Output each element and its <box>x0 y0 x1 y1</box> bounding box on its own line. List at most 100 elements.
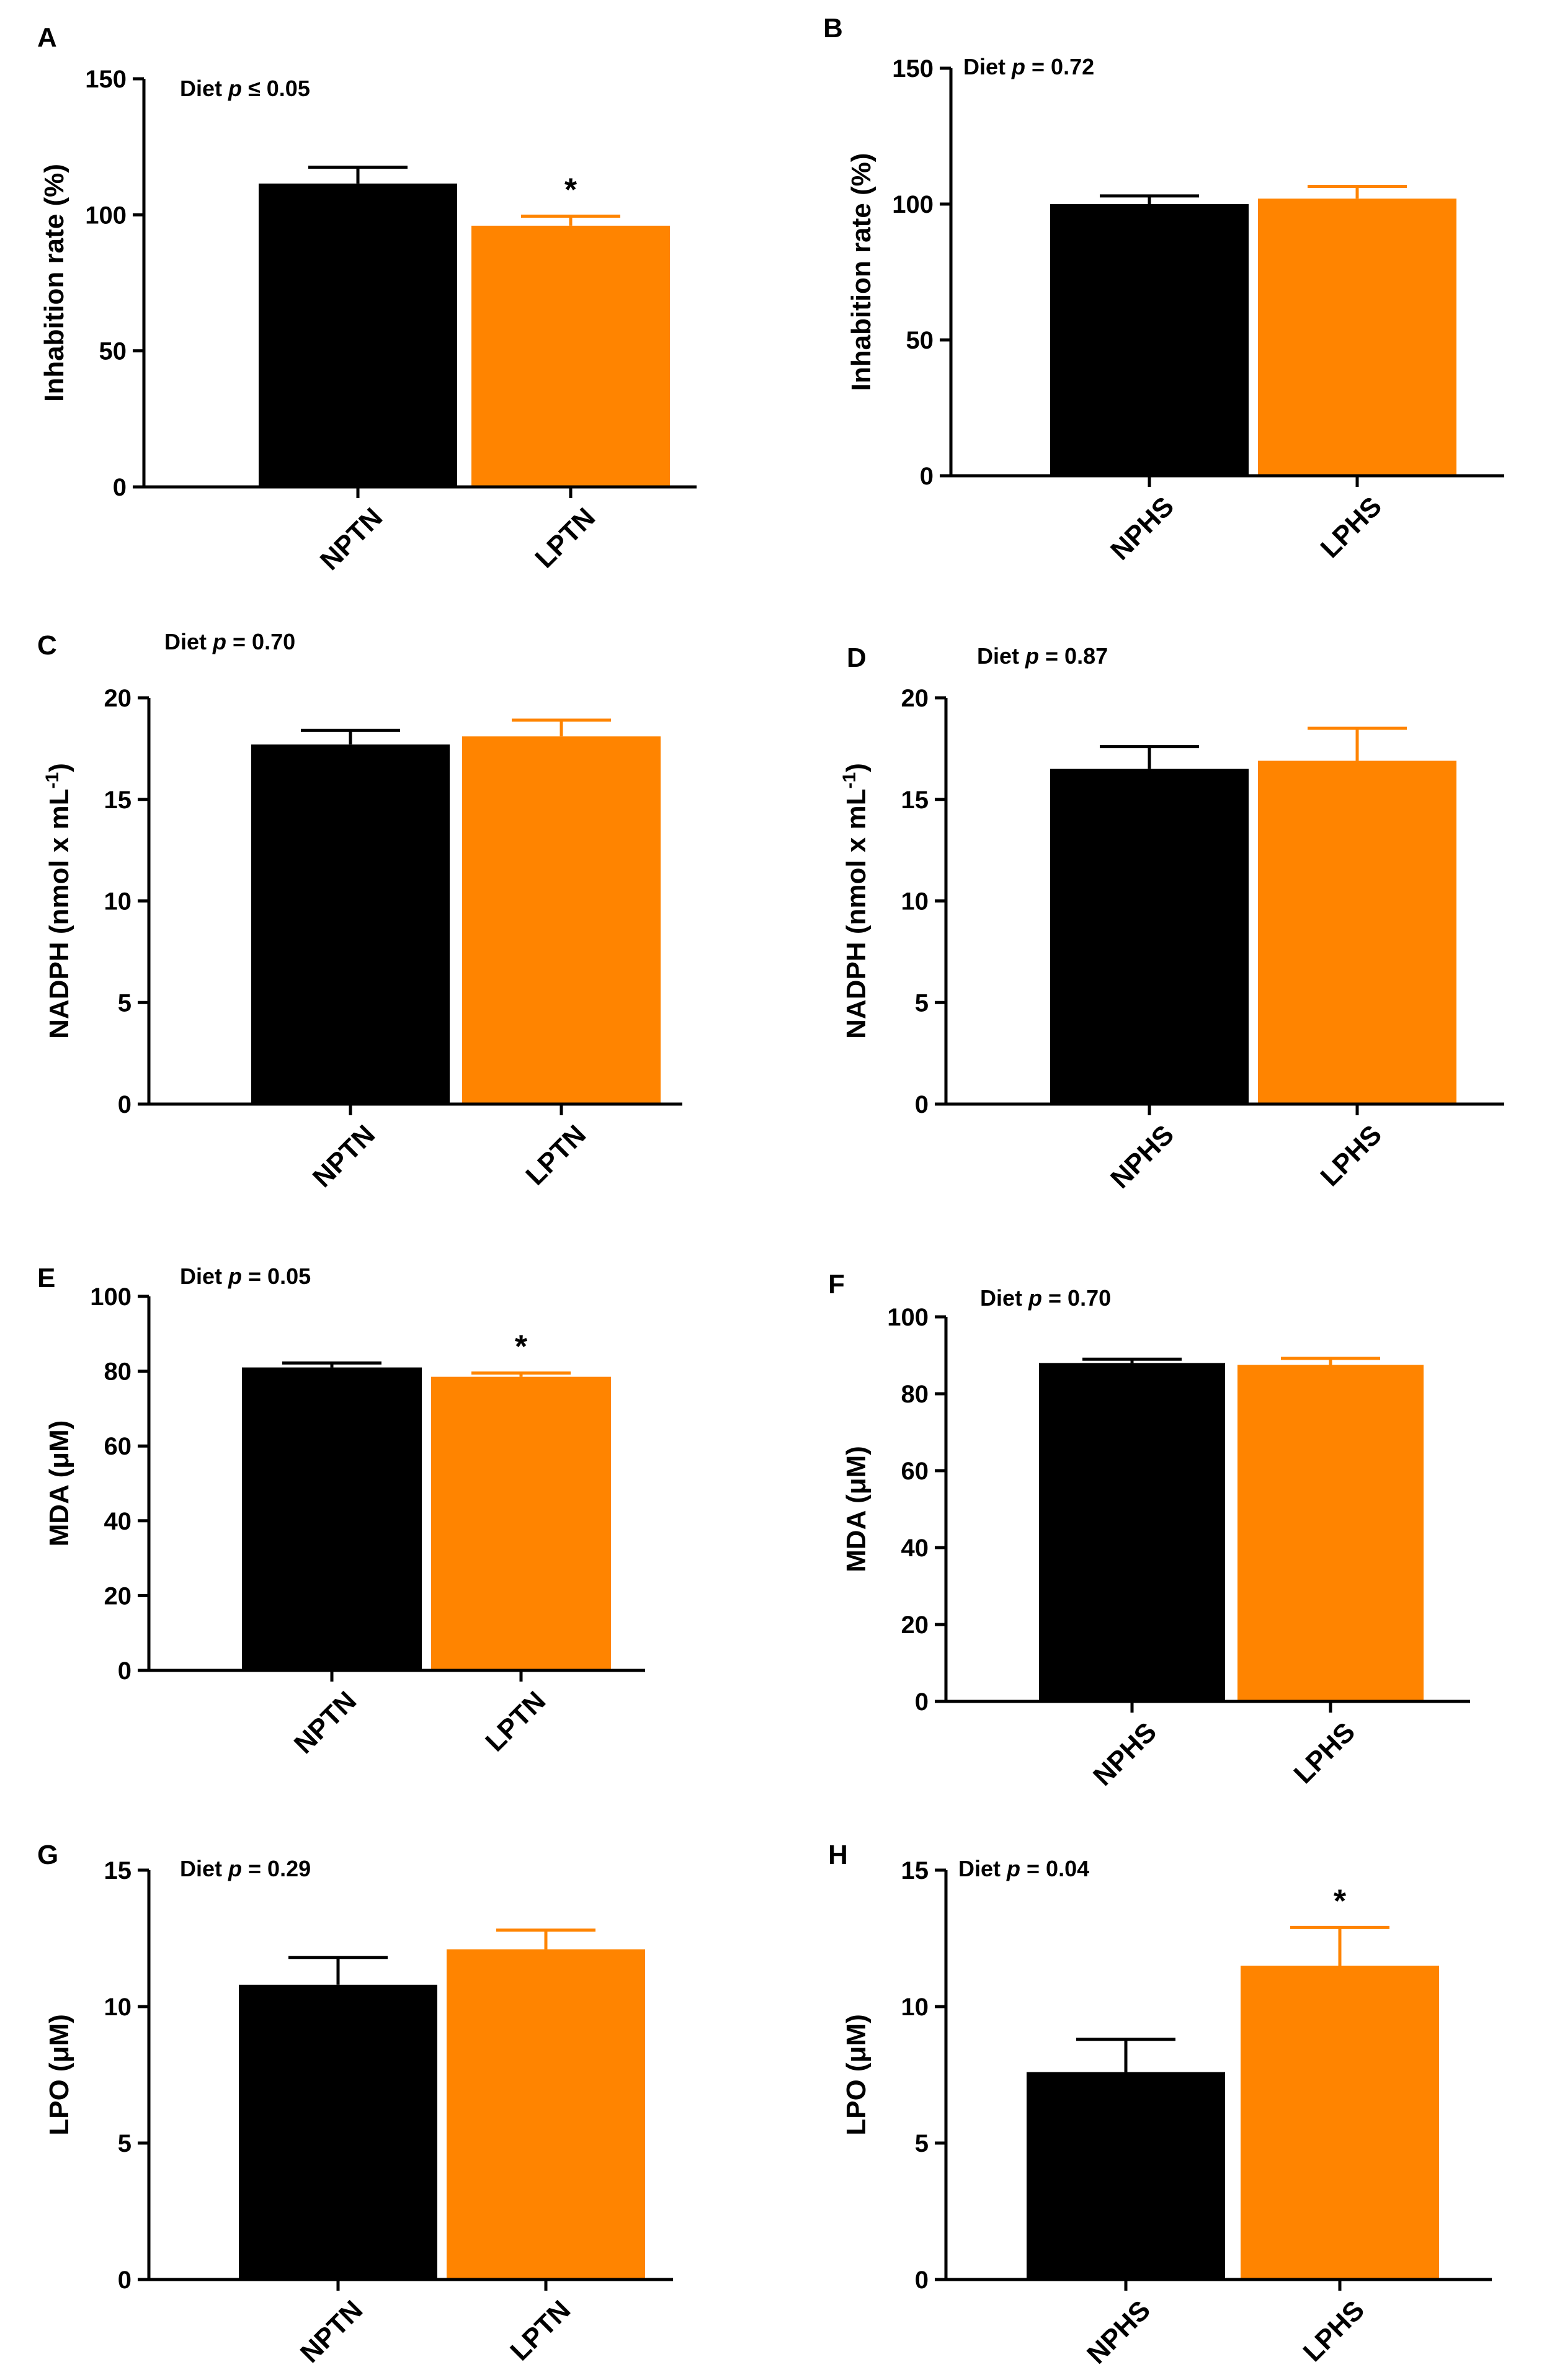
y-tick-label: 100 <box>887 1304 929 1331</box>
bar-nphs <box>1027 2072 1225 2280</box>
y-tick-label: 10 <box>104 1994 132 2021</box>
diet-p-symbol: p <box>228 76 242 101</box>
category-label: NPTN <box>288 1685 362 1759</box>
panel-letter: G <box>37 1840 58 1870</box>
y-tick-label: 0 <box>915 1091 929 1118</box>
y-axis-label-main: LPO (μM) <box>841 2014 872 2136</box>
category-label: LPHS <box>1298 2294 1371 2368</box>
y-tick-label: 150 <box>85 66 127 93</box>
y-tick-label: 10 <box>901 1994 929 2021</box>
y-axis-label: LPO (μM) <box>841 2014 872 2136</box>
category-label: LPHS <box>1288 1716 1362 1789</box>
category-label: NPHS <box>1105 491 1180 566</box>
diet-p-value: = 0.29 <box>242 1856 311 1881</box>
y-axis-label-main: MDA (μM) <box>44 1420 74 1547</box>
y-tick-label: 0 <box>915 2266 929 2294</box>
diet-p-annotation: Diet p = 0.72 <box>963 54 1094 79</box>
y-axis-label: MDA (μM) <box>841 1446 872 1572</box>
diet-p-symbol: p <box>1028 1285 1042 1311</box>
chart-panel-a: A Diet p ≤ 0.05 NPTN * LPTN 0 50 100 150 Inhabiti… <box>37 22 697 576</box>
category-label: LPTN <box>504 2294 576 2366</box>
y-tick-label: 20 <box>901 1611 929 1639</box>
category-label: LPTN <box>529 502 601 574</box>
diet-p-symbol: p <box>1011 54 1025 79</box>
y-tick-label: 20 <box>901 685 929 712</box>
chart-panel-e: E Diet p = 0.05 NPTN * LPTN 0 20 40 60 80 100 MDA (… <box>37 1263 645 1760</box>
chart-panel-g: G Diet p = 0.29 NPTN LPTN 0 5 10 15 LPO (μM) <box>37 1840 673 2369</box>
bar-nphs <box>1039 1363 1225 1701</box>
y-tick-label: 15 <box>104 1857 132 1884</box>
diet-p-prefix: Diet <box>980 1285 1028 1311</box>
y-tick-label: 5 <box>118 989 132 1017</box>
bar-nphs <box>1050 204 1249 476</box>
y-axis-label-close: ) <box>44 763 74 772</box>
diet-p-annotation: Diet p = 0.29 <box>180 1856 311 1881</box>
diet-p-value: = 0.70 <box>1042 1285 1111 1311</box>
chart-panel-d: D Diet p = 0.87 NPHS LPHS 0 5 10 15 20 NADPH (nmo… <box>839 643 1504 1195</box>
category-label: NPHS <box>1081 2294 1156 2369</box>
y-axis-label-close: ) <box>841 763 872 772</box>
panel-letter: B <box>823 13 843 43</box>
chart-panel-b: B Diet p = 0.72 NPHS LPHS 0 50 100 150 Inhabitio… <box>823 13 1504 566</box>
diet-p-annotation: Diet p = 0.04 <box>958 1856 1089 1881</box>
category-label: LPTN <box>479 1685 551 1757</box>
category-label: NPTN <box>307 1119 381 1193</box>
panel-letter: D <box>847 643 867 673</box>
bar-nptn <box>251 744 450 1104</box>
bar-lphs <box>1258 760 1456 1104</box>
y-tick-label: 0 <box>118 2266 132 2294</box>
bar-lptn <box>447 1949 645 2280</box>
y-tick-label: 0 <box>920 463 934 490</box>
y-tick-label: 0 <box>915 1688 929 1716</box>
panel-letter: A <box>37 22 57 53</box>
significance-marker: * <box>515 1329 528 1365</box>
y-tick-label: 60 <box>104 1433 132 1460</box>
significance-marker: * <box>1334 1883 1347 1919</box>
y-axis-label: Inhabition rate (%) <box>39 164 69 402</box>
y-tick-label: 10 <box>901 888 929 916</box>
y-tick-label: 50 <box>99 338 127 365</box>
bar-lptn <box>431 1376 611 1670</box>
y-tick-label: 20 <box>104 1582 132 1610</box>
category-label: NPHS <box>1105 1119 1180 1194</box>
y-tick-label: 150 <box>892 55 934 82</box>
bar-nptn <box>242 1367 422 1670</box>
significance-marker: * <box>564 172 577 208</box>
y-tick-label: 80 <box>901 1381 929 1408</box>
y-axis-label-main: LPO (μM) <box>44 2014 74 2136</box>
bar-lphs <box>1241 1966 1439 2280</box>
diet-p-value: ≤ 0.05 <box>242 76 310 101</box>
diet-p-prefix: Diet <box>963 54 1012 79</box>
panel-letter: H <box>828 1840 848 1870</box>
category-label: LPHS <box>1315 491 1388 564</box>
category-label: LPHS <box>1315 1119 1388 1192</box>
diet-p-value: = 0.87 <box>1039 643 1108 669</box>
diet-p-annotation: Diet p = 0.70 <box>980 1285 1111 1311</box>
y-axis-label: Inhabition rate (%) <box>846 153 876 391</box>
diet-p-annotation: Diet p = 0.70 <box>164 629 295 654</box>
y-axis-label-main: MDA (μM) <box>841 1446 872 1572</box>
panel-letter: F <box>828 1269 845 1299</box>
y-tick-label: 50 <box>906 327 934 354</box>
diet-p-value: = 0.04 <box>1020 1856 1089 1881</box>
y-tick-label: 100 <box>85 202 127 229</box>
diet-p-symbol: p <box>228 1856 242 1881</box>
y-tick-label: 0 <box>118 1091 132 1118</box>
diet-p-value: = 0.72 <box>1025 54 1094 79</box>
y-tick-label: 15 <box>901 1857 929 1884</box>
y-axis-label: MDA (μM) <box>44 1420 74 1547</box>
panel-letter: E <box>37 1263 55 1293</box>
diet-p-value: = 0.70 <box>226 629 295 654</box>
diet-p-annotation: Diet p = 0.87 <box>977 643 1108 669</box>
bar-lphs <box>1258 198 1456 476</box>
diet-p-annotation: Diet p ≤ 0.05 <box>180 76 310 101</box>
y-tick-label: 15 <box>901 787 929 814</box>
bar-nptn <box>259 183 457 487</box>
diet-p-prefix: Diet <box>180 76 228 101</box>
diet-p-symbol: p <box>1025 643 1039 669</box>
panel-letter: C <box>37 630 57 661</box>
y-axis-label-sup: -1 <box>839 772 860 789</box>
chart-panel-f: F Diet p = 0.70 NPHS LPHS 0 20 40 60 80 100 MDA (μ… <box>828 1269 1470 1792</box>
diet-p-prefix: Diet <box>180 1264 228 1289</box>
diet-p-prefix: Diet <box>958 1856 1007 1881</box>
